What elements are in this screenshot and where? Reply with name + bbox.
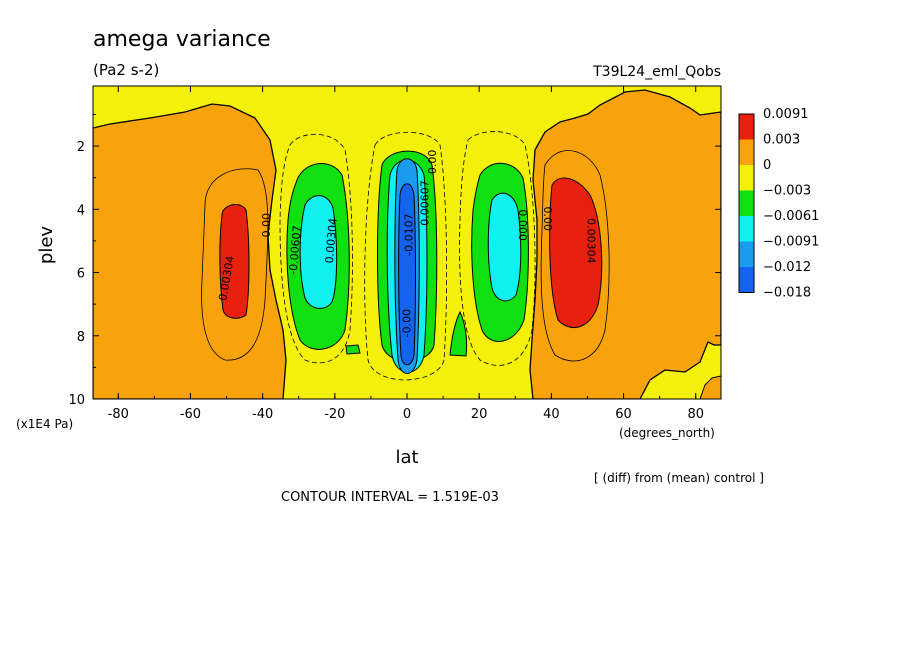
legend-label: −0.0091	[763, 235, 819, 250]
legend-label: −0.0061	[763, 209, 819, 224]
legend-swatch	[739, 165, 754, 191]
y-axis-title: plev	[36, 226, 57, 265]
contour-label: 0.00	[426, 150, 439, 175]
contour-label: 0.000	[516, 209, 529, 241]
x-unit-label: (degrees_north)	[619, 426, 715, 440]
region-neg-left-cyan	[299, 195, 338, 309]
region-neg-right-cyan	[487, 192, 522, 302]
contour-label: -0.00607	[287, 225, 304, 275]
x-tick-label: -20	[324, 407, 345, 422]
legend-label: −0.012	[763, 260, 811, 275]
x-axis: -80 -60 -40 -20 0 20 40 60 80	[108, 86, 704, 422]
x-tick-label: -40	[252, 407, 273, 422]
contour-label: 0.00	[260, 213, 273, 238]
region-positive-right-lower	[699, 375, 721, 399]
x-tick-label: -80	[108, 407, 129, 422]
x-axis-title: lat	[395, 447, 418, 468]
contour-label: -0.0107	[402, 213, 415, 255]
x-tick-label: 20	[471, 407, 488, 422]
y-tick-label: 8	[77, 330, 85, 345]
chart-subtitle: (Pa2 s-2)	[93, 61, 159, 79]
x-tick-label: 80	[687, 407, 704, 422]
footnote: [ (diff) from (mean) control ]	[594, 471, 764, 485]
y-tick-label: 4	[77, 203, 85, 218]
region-positive-left	[93, 103, 287, 399]
contour-label: 0.00	[541, 207, 554, 232]
y-tick-label: 6	[77, 267, 85, 282]
x-tick-label: 60	[615, 407, 632, 422]
legend-frame	[738, 113, 755, 293]
x-tick-label: 0	[403, 407, 411, 422]
region-neg-island-b	[345, 344, 361, 355]
legend-swatch	[739, 216, 754, 242]
chart-title: amega variance	[93, 27, 271, 52]
legend-swatch	[739, 139, 754, 165]
contour-label: -0.00	[401, 309, 414, 337]
legend-swatch	[739, 190, 754, 216]
contour-label: 0.00607	[419, 180, 432, 226]
contour-dashed-right	[459, 131, 536, 366]
legend-label: −0.003	[763, 184, 811, 199]
y-axis: 2 4 6 8 10	[68, 113, 721, 408]
contour-dashed-left	[279, 133, 353, 364]
legend-swatch	[739, 241, 754, 267]
region-neg-eq-darkblue	[398, 183, 416, 366]
region-neg-island-a	[449, 310, 468, 357]
run-label: T39L24_eml_Qobs	[592, 64, 721, 80]
legend-label: 0.003	[763, 133, 800, 148]
x-tick-label: 40	[543, 407, 560, 422]
legend-label: −0.018	[763, 286, 811, 301]
contour-dashed-equator	[364, 131, 448, 381]
contour-line-right	[540, 150, 610, 362]
contour-label: 0.00304	[584, 218, 597, 264]
legend-label: 0	[763, 158, 771, 173]
legend-swatch	[739, 114, 754, 140]
legend-swatch	[739, 267, 754, 293]
contour-line-left	[201, 168, 269, 361]
color-legend: 0.0091 0.003 0 −0.003 −0.0061 −0.0091 −0.012 −0…	[738, 107, 819, 301]
y-unit-label: (x1E4 Pa)	[16, 417, 73, 431]
legend-label: 0.0091	[763, 107, 809, 122]
region-max-left	[219, 204, 250, 319]
region-max-right	[549, 177, 603, 328]
y-tick-label: 2	[77, 140, 85, 155]
contour-label: 0.00304	[323, 217, 340, 263]
contour-interval: CONTOUR INTERVAL = 1.519E-03	[281, 490, 499, 505]
y-tick-label: 10	[68, 393, 85, 408]
x-tick-label: -60	[180, 407, 201, 422]
